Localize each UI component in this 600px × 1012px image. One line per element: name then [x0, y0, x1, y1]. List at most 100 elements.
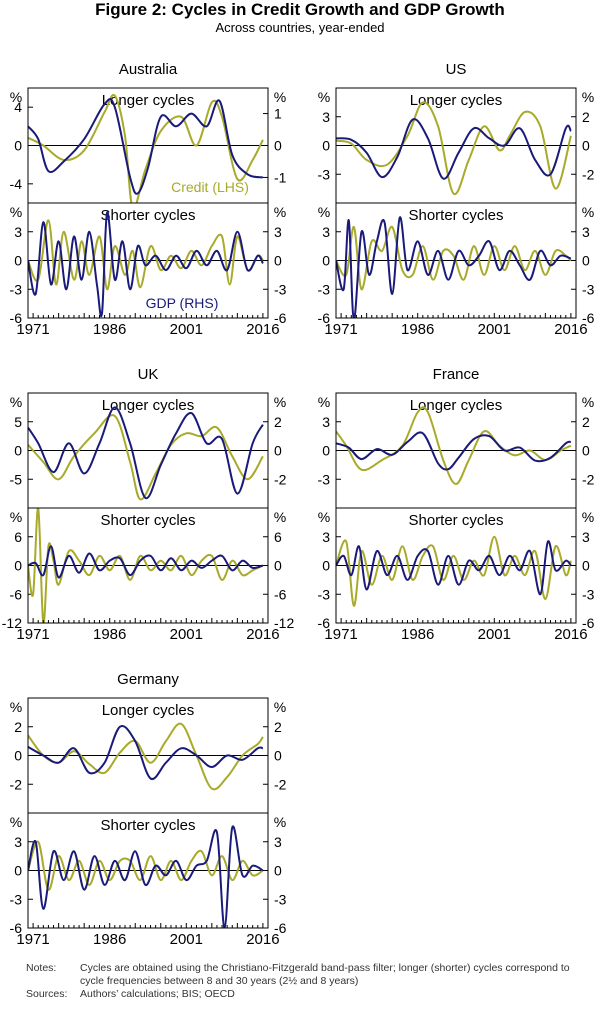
x-tick-label: 2001 [478, 321, 511, 338]
subpanel-longer: % % 5 0 -5 2 0 -2 Longer cycles [10, 394, 287, 501]
right-tick-label: 0 [274, 558, 282, 574]
right-tick-label: 0 [274, 443, 282, 459]
left-unit-label: % [10, 204, 22, 220]
right-tick-label: -12 [274, 615, 294, 631]
left-unit-label: % [10, 699, 22, 715]
right-unit-label: % [274, 509, 286, 525]
subpanel-title: Longer cycles [410, 397, 503, 414]
right-tick-label: -3 [582, 586, 595, 602]
left-unit-label: % [318, 204, 330, 220]
x-tick-label: 1971 [324, 626, 357, 643]
left-tick-label: 0 [14, 748, 22, 764]
right-unit-label: % [274, 89, 286, 105]
left-tick-label: -5 [10, 471, 23, 487]
right-unit-label: % [274, 394, 286, 410]
left-tick-label: -2 [10, 776, 23, 792]
left-tick-label: 6 [14, 529, 22, 545]
right-tick-label: 3 [582, 224, 590, 240]
right-tick-label: 0 [274, 138, 282, 154]
left-tick-label: 3 [322, 224, 330, 240]
left-tick-label: 3 [322, 109, 330, 125]
left-tick-label: -6 [318, 615, 331, 631]
notes-row: Notes: Cycles are obtained using the Chr… [26, 962, 596, 988]
subpanel-title: Shorter cycles [100, 207, 195, 224]
right-unit-label: % [582, 509, 594, 525]
notes-label: Notes: [26, 962, 57, 974]
subpanel-title: Shorter cycles [408, 207, 503, 224]
left-tick-label: 0 [14, 558, 22, 574]
right-tick-label: 2 [274, 414, 282, 430]
subpanel-shorter: % % 3 0 -3 -6 3 0 -3 -6 Shorter cycles [10, 814, 287, 936]
subpanel-shorter: % % 3 0 -3 -6 3 0 -3 -6 Shorter cycles [318, 509, 595, 631]
right-tick-label: -2 [582, 471, 595, 487]
gdp-series-line [28, 97, 264, 195]
country-panel-us: US% % 3 0 -3 2 0 -2 Longer cycles% % 3 0 -3 -6 3 0 -3 -6 S… [318, 61, 595, 338]
right-tick-label: 2 [582, 109, 590, 125]
right-tick-label: 0 [274, 748, 282, 764]
right-unit-label: % [582, 204, 594, 220]
legend-credit: Credit (LHS) [171, 179, 249, 195]
panel-title: UK [138, 366, 159, 383]
right-unit-label: % [274, 814, 286, 830]
credit-series-line [28, 840, 264, 891]
right-unit-label: % [582, 394, 594, 410]
right-tick-label: 3 [582, 529, 590, 545]
gdp-series-line [28, 825, 264, 928]
panel-title: France [433, 366, 480, 383]
sources-row: Sources: Authors’ calculations; BIS; OEC… [26, 988, 596, 1001]
notes-section: Notes: Cycles are obtained using the Chr… [26, 962, 596, 1001]
panel-title: Germany [117, 671, 179, 688]
left-tick-label: -3 [318, 166, 331, 182]
left-tick-label: -6 [10, 310, 23, 326]
right-tick-label: -6 [274, 586, 287, 602]
left-unit-label: % [318, 89, 330, 105]
right-tick-label: 1 [274, 106, 282, 122]
x-tick-label: 2016 [554, 321, 587, 338]
x-tick-label: 2001 [170, 626, 203, 643]
right-tick-label: -6 [274, 920, 287, 936]
figure-subtitle: Across countries, year-ended [215, 20, 385, 35]
country-panel-uk: UK% % 5 0 -5 2 0 -2 Longer cycles% % 6 0 -6 -12 6 0 -6 -1… [2, 366, 295, 643]
right-unit-label: % [274, 204, 286, 220]
gdp-series-line [336, 216, 572, 318]
left-tick-label: 2 [14, 719, 22, 735]
x-tick-label: 1986 [401, 626, 434, 643]
credit-series-line [28, 93, 264, 203]
left-tick-label: 0 [322, 253, 330, 269]
credit-series-line [336, 535, 572, 607]
left-tick-label: 0 [322, 138, 330, 154]
subpanel-longer: % % 3 0 -3 2 0 -2 Longer cycles [318, 89, 595, 196]
left-tick-label: -3 [318, 281, 331, 297]
left-tick-label: 5 [14, 414, 22, 430]
left-tick-label: -3 [318, 471, 331, 487]
left-tick-label: 3 [322, 414, 330, 430]
credit-series-line [28, 219, 264, 291]
left-unit-label: % [10, 89, 22, 105]
left-tick-label: -6 [10, 920, 23, 936]
right-tick-label: 3 [274, 834, 282, 850]
subpanel-title: Shorter cycles [100, 817, 195, 834]
country-panel-france: France% % 3 0 -3 2 0 -2 Longer cycles% % 3 0 -3 -6 3 0 -… [318, 366, 595, 643]
credit-series-line [28, 414, 264, 501]
x-tick-label: 1971 [16, 626, 49, 643]
x-tick-label: 2016 [554, 626, 587, 643]
x-tick-label: 2016 [246, 626, 279, 643]
gdp-series-line [28, 545, 264, 579]
right-tick-label: 2 [274, 719, 282, 735]
right-tick-label: 0 [582, 138, 590, 154]
right-tick-label: 3 [274, 224, 282, 240]
left-tick-label: 0 [322, 558, 330, 574]
left-unit-label: % [10, 814, 22, 830]
country-panel-germany: Germany% % 2 0 -2 2 0 -2 Longer cycles% % 3 0 -3 -6 3 0… [10, 671, 287, 948]
credit-series-line [28, 722, 264, 791]
x-tick-label: 2016 [246, 321, 279, 338]
right-tick-label: -2 [274, 776, 287, 792]
left-tick-label: 0 [14, 138, 22, 154]
x-tick-label: 1986 [93, 321, 126, 338]
left-unit-label: % [318, 394, 330, 410]
right-unit-label: % [274, 699, 286, 715]
gdp-series-line [336, 118, 572, 180]
right-tick-label: 0 [274, 253, 282, 269]
